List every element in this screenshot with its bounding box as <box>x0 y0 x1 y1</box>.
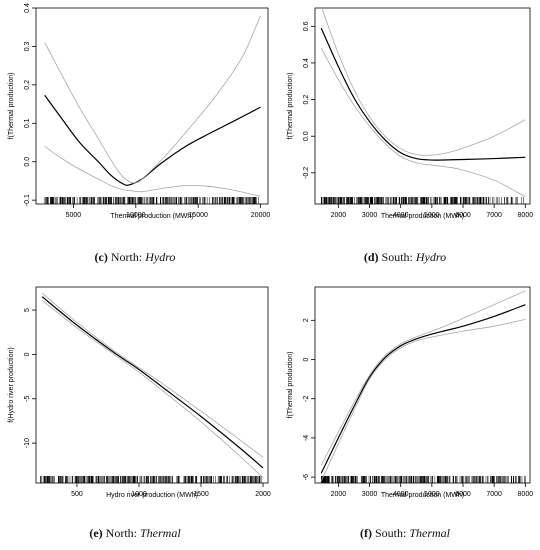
y-tick-label: -5 <box>24 396 31 402</box>
lower-band-curve <box>41 299 264 478</box>
upper-band-curve <box>44 15 261 184</box>
x-axis-label: Thermal production (MWh) <box>381 492 464 499</box>
y-axis-label: f(Thermal production) <box>8 73 15 140</box>
upper-band-curve <box>320 290 526 466</box>
x-axis-label: Hydro river production (MWh) <box>106 492 198 499</box>
y-tick-label: 0.2 <box>24 80 31 90</box>
x-axis-label: Thermal production (MWh) <box>381 213 464 220</box>
x-tick-label: 2000 <box>331 491 347 498</box>
y-tick-label: 0.2 <box>303 95 310 105</box>
chart-d: -0.2 0.0 0.2 0.4 0.6 2000 3000 4000 5000 6000 7000… <box>287 7 534 220</box>
caption-d: (d) South: Hydro <box>270 250 540 265</box>
caption-d-text: South: <box>381 250 416 264</box>
caption-e-text: North: <box>105 526 140 540</box>
upper-band-curve <box>321 8 526 156</box>
y-tick-label: 0.3 <box>24 41 31 51</box>
x-tick-label: 3000 <box>362 491 378 498</box>
fitted-curve <box>44 94 261 186</box>
x-tick-label: 2000 <box>331 212 347 219</box>
x-tick-label: 3000 <box>362 212 378 219</box>
caption-e-letter: (e) <box>89 526 103 540</box>
y-tick-label: -0.1 <box>24 194 31 206</box>
lower-band-curve <box>44 146 261 197</box>
fitted-curve <box>320 27 526 161</box>
x-tick-label: 8000 <box>518 212 534 219</box>
y-tick-label: 0 <box>24 352 31 356</box>
rug-marks <box>44 197 259 204</box>
upper-band-curve <box>41 292 264 458</box>
x-tick-label: 4000 <box>393 491 409 498</box>
chart-e: -10 -5 0 5 500 1000 1500 2000 Hydro river produc… <box>8 286 271 499</box>
y-tick-label: -2 <box>303 396 310 402</box>
x-tick-label: 1000 <box>131 491 147 498</box>
fitted-curve <box>41 296 264 469</box>
x-tick-label: 20000 <box>251 212 271 219</box>
plot-area <box>44 15 261 197</box>
caption-f: (f) South: Thermal <box>270 526 540 541</box>
x-tick-label: 8000 <box>518 491 534 498</box>
plot-frame <box>314 7 531 205</box>
caption-c-emph: Hydro <box>145 250 176 264</box>
x-tick-label: 15000 <box>188 212 208 219</box>
lower-band-curve <box>320 318 526 482</box>
x-tick-label: 1500 <box>193 491 209 498</box>
y-tick-label: -0.2 <box>303 167 310 179</box>
y-tick-label: 0.0 <box>303 131 310 141</box>
rug <box>44 197 259 204</box>
chart-f: -6 -4 -2 0 2 2000 3000 4000 5000 6000 7000 8000 Ther… <box>287 286 534 499</box>
y-tick-label: 5 <box>24 308 31 312</box>
rug <box>321 476 526 483</box>
rug <box>40 476 262 483</box>
plot-area <box>41 292 264 478</box>
y-tick-label: -10 <box>24 438 31 448</box>
y-tick-label: 0.4 <box>303 58 310 68</box>
y-tick-label: 0 <box>303 357 310 361</box>
y-tick-label: -4 <box>303 435 310 441</box>
caption-c: (c) North: Hydro <box>0 250 270 265</box>
caption-f-emph: Thermal <box>409 526 450 540</box>
caption-e-emph: Thermal <box>140 526 181 540</box>
y-tick-label: 2 <box>303 318 310 322</box>
caption-e: (e) North: Thermal <box>0 526 270 541</box>
caption-d-letter: (d) <box>363 250 379 264</box>
x-tick-label: 6000 <box>455 491 471 498</box>
x-tick-label: 5000 <box>66 212 82 219</box>
plot-area <box>320 8 526 198</box>
rug <box>321 197 525 204</box>
y-tick-label: 0.1 <box>24 118 31 128</box>
x-tick-label: 7000 <box>486 491 502 498</box>
chart-c: -0.1 0.0 0.1 0.2 0.3 0.4 5000 10000 15000 20000 Th… <box>8 3 270 220</box>
rug-marks <box>321 197 525 204</box>
plot-frame <box>35 7 269 205</box>
y-tick-label: 0.6 <box>303 21 310 31</box>
caption-c-text: North: <box>110 250 146 264</box>
rug-marks <box>40 476 262 483</box>
caption-f-text: South: <box>374 526 410 540</box>
x-tick-label: 6000 <box>455 212 471 219</box>
x-axis-label: Thermal production (MWh) <box>110 213 193 220</box>
caption-f-letter: (f) <box>359 526 372 540</box>
y-axis-label: f(Thermal production) <box>287 352 294 419</box>
x-tick-label: 4000 <box>393 212 409 219</box>
fitted-curve <box>320 304 526 474</box>
lower-band-curve <box>320 48 526 198</box>
caption-c-letter: (c) <box>94 250 108 264</box>
y-axis-label: f(Hydro river production) <box>8 347 15 422</box>
caption-d-emph: Hydro <box>415 250 447 264</box>
x-tick-label: 5000 <box>424 491 440 498</box>
x-tick-label: 2000 <box>255 491 271 498</box>
y-axis-label: f(Thermal production) <box>287 73 294 140</box>
rug-marks <box>321 476 526 483</box>
y-tick-label: 0.0 <box>24 157 31 167</box>
plot-area <box>320 290 526 482</box>
y-tick-label: 0.4 <box>24 3 31 13</box>
plot-frame <box>35 286 269 484</box>
x-tick-label: 7000 <box>486 212 502 219</box>
x-tick-label: 10000 <box>126 212 146 219</box>
x-tick-label: 5000 <box>424 212 440 219</box>
x-tick-label: 500 <box>71 491 83 498</box>
plot-frame <box>314 286 531 484</box>
y-tick-label: -6 <box>303 474 310 480</box>
